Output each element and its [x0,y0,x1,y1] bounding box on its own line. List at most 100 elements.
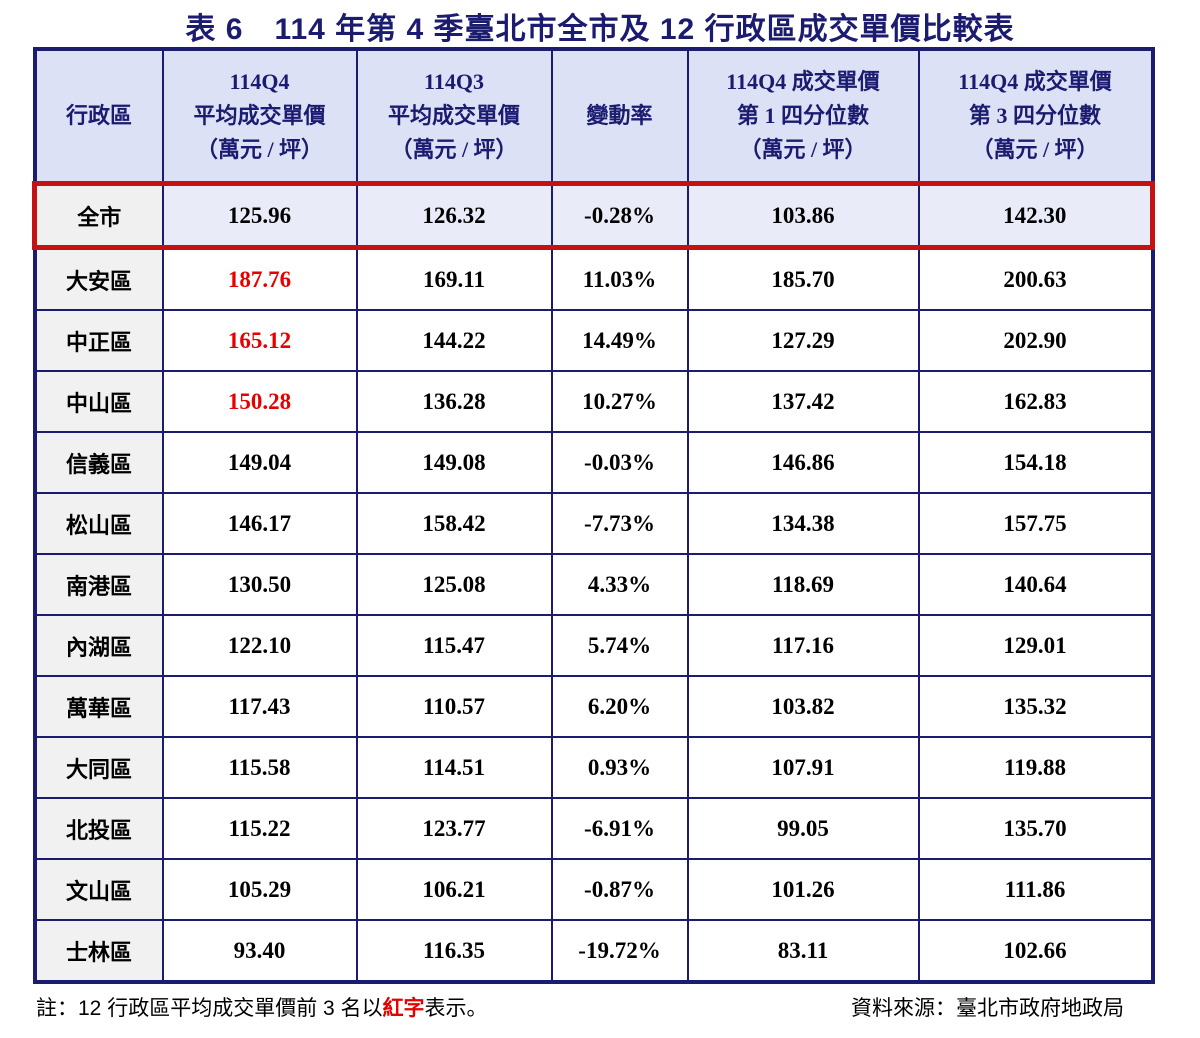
column-header-q4-avg-price: 114Q4 平均成交單價 （萬元 / 坪） [161,48,358,185]
district-row: 中山區 150.28 136.28 10.27% 137.42 162.83 [33,370,1154,433]
table-header: 行政區 114Q4 平均成交單價 （萬元 / 坪） 114Q3 平均成交單價 （萬元 / 坪… [33,48,1154,185]
district-name-cell: 信義區 [33,431,164,494]
value-cell: 115.22 [161,797,358,860]
value-cell: 162.83 [917,370,1154,433]
value-cell: 99.05 [686,797,920,860]
district-row: 大同區 115.58 114.51 0.93% 107.91 119.88 [33,736,1154,799]
value-cell: 14.49% [550,309,689,372]
value-cell: 105.29 [161,858,358,921]
value-cell: -6.91% [550,797,689,860]
value-cell: -0.03% [550,431,689,494]
value-cell: 116.35 [355,919,553,983]
district-name-cell: 松山區 [33,492,164,555]
value-cell: 101.26 [686,858,920,921]
value-cell: 118.69 [686,553,920,616]
column-header-q4-first-quartile: 114Q4 成交單價第 1 四分位數 （萬元 / 坪） [686,48,920,185]
value-cell: 202.90 [917,309,1154,372]
footnote-suffix: 表示。 [424,997,488,1020]
value-cell: -19.72% [550,919,689,983]
value-cell: 103.82 [686,675,920,738]
value-cell: 11.03% [550,246,689,311]
value-cell: 106.21 [355,858,553,921]
district-name-cell: 中正區 [33,309,164,372]
district-name-cell: 南港區 [33,553,164,616]
value-cell: 110.57 [355,675,553,738]
district-row: 大安區 187.76 169.11 11.03% 185.70 200.63 [33,246,1154,311]
value-cell: 102.66 [917,919,1154,983]
footnote-red-word: 紅字 [382,997,425,1020]
price-comparison-table: 行政區 114Q4 平均成交單價 （萬元 / 坪） 114Q3 平均成交單價 （萬元 / 坪… [32,47,1155,984]
footnote: 註：12 行政區平均成交單價前 3 名以紅字表示。 [36,992,488,1022]
value-cell: 130.50 [161,553,358,616]
table-body: 全市 125.96 126.32 -0.28% 103.86 142.30 大安區 187.7… [32,181,1155,983]
district-row: 松山區 146.17 158.42 -7.73% 134.38 157.75 [33,492,1154,555]
value-cell: -0.28% [550,181,689,250]
district-name-cell: 大安區 [33,246,164,311]
district-row: 中正區 165.12 144.22 14.49% 127.29 202.90 [33,309,1154,372]
value-cell: 127.29 [686,309,920,372]
value-cell: 146.86 [686,431,920,494]
column-header-q3-avg-price: 114Q3 平均成交單價 （萬元 / 坪） [355,48,553,185]
column-header-district: 行政區 [33,48,164,185]
value-cell: 0.93% [550,736,689,799]
district-row: 內湖區 122.10 115.47 5.74% 117.16 129.01 [33,614,1154,677]
column-header-change-rate: 變動率 [550,48,689,185]
value-cell: 83.11 [686,919,920,983]
data-source-note: 資料來源：臺北市政府地政局 [851,997,1124,1020]
value-cell: 126.32 [355,181,553,250]
value-cell: 142.30 [917,181,1155,250]
district-name-cell: 大同區 [33,736,164,799]
value-cell: 169.11 [355,246,553,311]
value-cell: 157.75 [917,492,1154,555]
citywide-row: 全市 125.96 126.32 -0.28% 103.86 142.30 [32,181,1155,250]
value-cell: 165.12 [161,309,358,372]
table-title: 表 6 114 年第 4 季臺北市全市及 12 行政區成交單價比較表 [185,13,1015,46]
district-name-cell: 內湖區 [33,614,164,677]
value-cell: 6.20% [550,675,689,738]
value-cell: 135.70 [917,797,1154,860]
district-name-cell: 全市 [32,181,164,250]
value-cell: 111.86 [917,858,1154,921]
value-cell: 122.10 [161,614,358,677]
value-cell: 103.86 [686,181,920,250]
value-cell: 5.74% [550,614,689,677]
header-row: 行政區 114Q4 平均成交單價 （萬元 / 坪） 114Q3 平均成交單價 （萬元 / 坪… [33,48,1154,185]
value-cell: 125.08 [355,553,553,616]
value-cell: -0.87% [550,858,689,921]
district-name-cell: 北投區 [33,797,164,860]
district-name-cell: 文山區 [33,858,164,921]
value-cell: 119.88 [917,736,1154,799]
column-header-q4-third-quartile: 114Q4 成交單價第 3 四分位數 （萬元 / 坪） [917,48,1154,185]
value-cell: 115.58 [161,736,358,799]
value-cell: 123.77 [355,797,553,860]
value-cell: 10.27% [550,370,689,433]
district-row: 萬華區 117.43 110.57 6.20% 103.82 135.32 [33,675,1154,738]
value-cell: 117.43 [161,675,358,738]
district-row: 士林區 93.40 116.35 -19.72% 83.11 102.66 [33,919,1154,983]
value-cell: 93.40 [161,919,358,983]
value-cell: 146.17 [161,492,358,555]
value-cell: 125.96 [161,181,358,250]
value-cell: 107.91 [686,736,920,799]
value-cell: 149.08 [355,431,553,494]
value-cell: 187.76 [161,246,358,311]
value-cell: 117.16 [686,614,920,677]
value-cell: 150.28 [161,370,358,433]
district-row: 南港區 130.50 125.08 4.33% 118.69 140.64 [33,553,1154,616]
district-name-cell: 中山區 [33,370,164,433]
district-row: 文山區 105.29 106.21 -0.87% 101.26 111.86 [33,858,1154,921]
district-name-cell: 士林區 [33,919,164,983]
value-cell: 144.22 [355,309,553,372]
value-cell: 200.63 [917,246,1154,311]
value-cell: -7.73% [550,492,689,555]
district-row: 信義區 149.04 149.08 -0.03% 146.86 154.18 [33,431,1154,494]
value-cell: 154.18 [917,431,1154,494]
district-name-cell: 萬華區 [33,675,164,738]
footnote-prefix: 註：12 行政區平均成交單價前 3 名以 [36,997,383,1020]
value-cell: 158.42 [355,492,553,555]
value-cell: 114.51 [355,736,553,799]
value-cell: 149.04 [161,431,358,494]
district-row: 北投區 115.22 123.77 -6.91% 99.05 135.70 [33,797,1154,860]
value-cell: 134.38 [686,492,920,555]
